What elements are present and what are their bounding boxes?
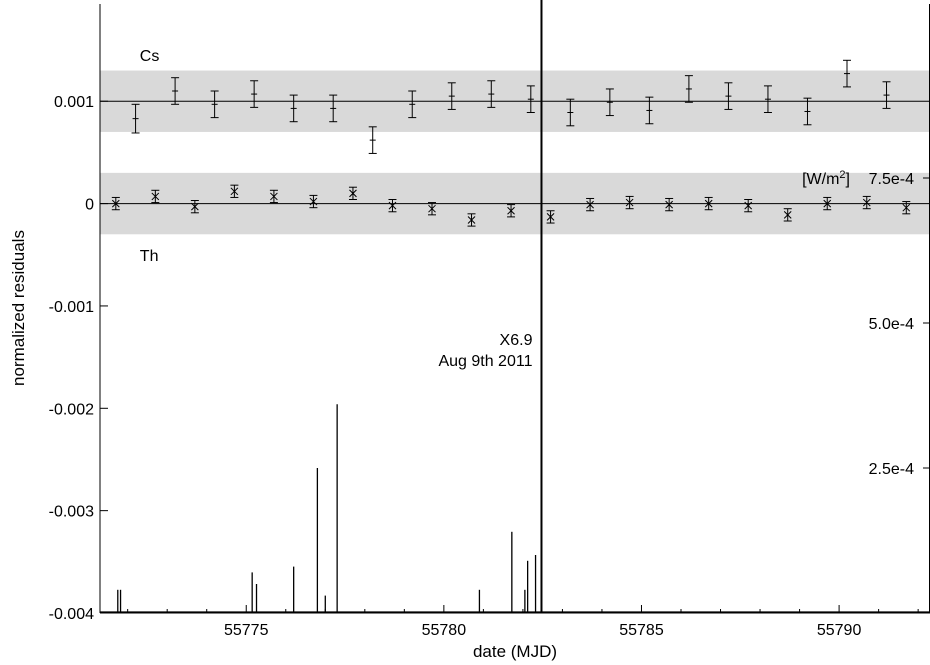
data-point-th xyxy=(902,201,911,215)
marker-cross xyxy=(191,202,199,211)
marker-cross xyxy=(704,199,713,208)
marker-cross xyxy=(428,204,436,213)
data-point-th xyxy=(862,195,871,210)
data-point-cs xyxy=(803,97,812,126)
data-point-cs xyxy=(210,90,219,119)
x-tick-label: 55775 xyxy=(224,622,269,639)
data-layer xyxy=(111,59,911,227)
data-point-cs xyxy=(250,80,259,108)
y-tick-label: -0.001 xyxy=(49,299,94,316)
data-point-th xyxy=(348,186,357,200)
marker-cross xyxy=(744,201,753,210)
flare-annotation-class: X6.9 xyxy=(500,332,533,349)
data-point-th xyxy=(744,198,753,213)
reference-lines xyxy=(100,100,930,205)
marker-cross xyxy=(467,216,476,224)
y-axis-title: normalized residuals xyxy=(9,230,28,386)
data-point-th xyxy=(151,189,160,204)
data-point-cs xyxy=(131,103,140,134)
axes-layer: 0.001 0 -0.001 -0.002 -0.003 -0.004 55775 55780… xyxy=(49,4,930,639)
marker-cross xyxy=(783,210,792,219)
x-tick-label: 55790 xyxy=(817,622,862,639)
y-tick-label: -0.003 xyxy=(49,504,94,521)
data-point-th xyxy=(546,210,555,224)
data-point-cs xyxy=(605,88,614,117)
data-point-cs xyxy=(487,80,496,108)
data-point-th xyxy=(704,196,713,211)
data-point-cs xyxy=(329,94,338,123)
data-point-th xyxy=(586,197,595,212)
flux-tick-label: 7.5e-4 xyxy=(869,171,914,188)
data-point-th xyxy=(783,208,792,222)
marker-cross xyxy=(230,187,239,196)
data-point-cs xyxy=(645,96,654,125)
data-point-th xyxy=(111,196,120,211)
data-point-cs xyxy=(684,75,693,103)
marker-cross xyxy=(270,192,278,201)
data-point-th xyxy=(665,197,674,212)
data-point-cs xyxy=(882,81,891,109)
marker-cross xyxy=(823,199,832,208)
marker-cross xyxy=(665,200,673,209)
data-point-cs xyxy=(408,90,417,119)
data-point-cs xyxy=(171,77,180,105)
data-point-cs xyxy=(526,85,535,113)
data-point-th xyxy=(269,189,278,204)
data-point-th xyxy=(190,200,199,214)
marker-cross xyxy=(586,200,594,209)
data-point-th xyxy=(428,202,436,216)
marker-cross xyxy=(349,189,357,198)
text-layer: X6.9 Aug 9th 2011 Cs Th date (MJD) normalized… xyxy=(9,48,557,661)
data-point-cs xyxy=(763,85,772,113)
marker-cross xyxy=(902,203,911,212)
marker-cross xyxy=(309,197,318,206)
marker-cross xyxy=(546,213,555,221)
data-point-th xyxy=(625,195,634,210)
marker-cross xyxy=(151,192,160,201)
data-point-th xyxy=(467,213,476,227)
data-point-cs xyxy=(289,94,298,123)
flux-unit-label: [W/m2] xyxy=(802,169,850,188)
y-tick-label: -0.002 xyxy=(49,401,94,418)
data-point-th xyxy=(388,198,397,213)
flux-tick-label: 5.0e-4 xyxy=(869,316,914,333)
flux-tick-label: 2.5e-4 xyxy=(869,461,914,478)
x-tick-label: 55785 xyxy=(619,622,664,639)
data-point-th xyxy=(823,196,832,211)
data-point-cs xyxy=(724,82,733,110)
x-tick-label: 55780 xyxy=(422,622,467,639)
marker-cross xyxy=(111,199,120,208)
data-point-cs xyxy=(447,82,456,110)
y-tick-label: 0.001 xyxy=(54,94,94,111)
marker-cross xyxy=(862,198,871,207)
x-axis-title: date (MJD) xyxy=(473,642,557,661)
marker-cross xyxy=(388,201,397,210)
data-point-th xyxy=(230,184,239,198)
flare-annotation-date: Aug 9th 2011 xyxy=(438,353,532,370)
marker-cross xyxy=(625,198,634,207)
marker-cross xyxy=(507,206,515,215)
data-point-th xyxy=(309,194,318,209)
y-tick-label: 0 xyxy=(85,197,94,214)
flux-layer xyxy=(100,0,930,613)
data-point-cs xyxy=(843,59,851,88)
bands-layer xyxy=(100,70,930,235)
y-tick-label: -0.004 xyxy=(49,606,94,623)
series-label-th: Th xyxy=(140,248,159,265)
data-point-cs xyxy=(368,126,377,154)
data-point-cs xyxy=(566,98,575,127)
data-point-th xyxy=(507,204,516,218)
series-label-cs: Cs xyxy=(140,48,160,65)
